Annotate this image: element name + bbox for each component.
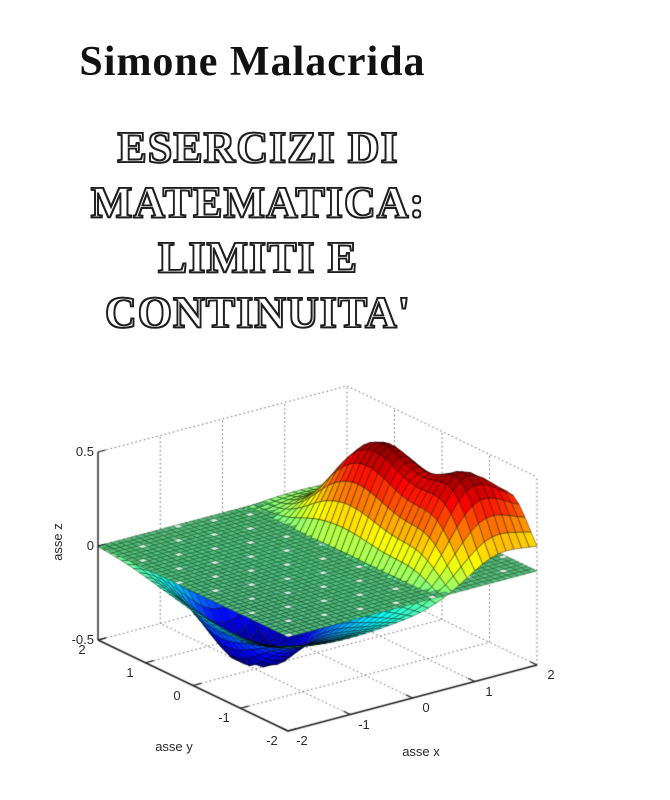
x-tick-label: 2 bbox=[547, 667, 555, 682]
y-tick-label: 1 bbox=[126, 665, 134, 680]
z-tick-label: 0.5 bbox=[75, 444, 94, 459]
z-tick-label: -0.5 bbox=[71, 632, 94, 647]
z-axis-label: asse z bbox=[50, 523, 65, 561]
y-tick-label: -1 bbox=[218, 710, 230, 725]
x-tick-label: -2 bbox=[296, 733, 308, 748]
title-line-2: LIMITI E CONTINUITA' bbox=[104, 232, 411, 338]
y-tick-label: 0 bbox=[173, 688, 181, 703]
author-name: Simone Malacrida bbox=[79, 39, 426, 85]
title-line-1: ESERCIZI DI MATEMATICA: bbox=[90, 122, 426, 228]
z-tick-label: 0 bbox=[86, 538, 94, 553]
x-tick-label: 0 bbox=[422, 700, 430, 715]
book-title: ESERCIZI DI MATEMATICA: LIMITI E CONTINU… bbox=[0, 120, 516, 340]
surface-plot-canvas bbox=[0, 380, 670, 800]
y-tick-label: -2 bbox=[266, 733, 278, 748]
y-tick-label: 2 bbox=[78, 642, 86, 657]
x-tick-label: -1 bbox=[358, 717, 370, 732]
y-axis-label: asse y bbox=[155, 739, 193, 754]
x-tick-label: 1 bbox=[485, 684, 493, 699]
x-axis-label: asse x bbox=[402, 744, 440, 759]
figure-3d-surface-plot: 0.5 0 -0.5 2 1 0 -1 -2 -2 -1 0 1 2 asse … bbox=[0, 380, 670, 800]
